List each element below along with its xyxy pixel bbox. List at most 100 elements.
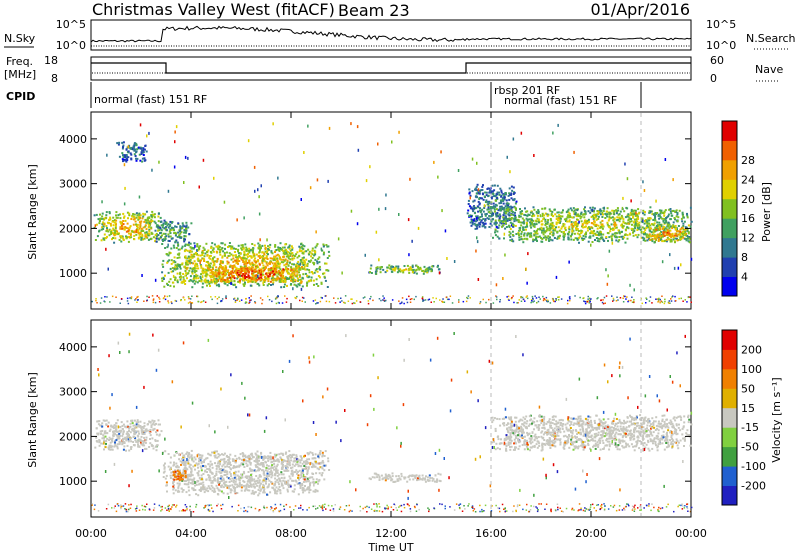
- cell-power-1: [261, 261, 264, 264]
- cell-power-1: [302, 256, 305, 259]
- cell-power-2: [220, 280, 223, 282]
- cell-power-7: [503, 237, 505, 240]
- cell-power-1: [320, 282, 323, 285]
- cell-power-2: [243, 275, 246, 278]
- cell-power-7: [529, 220, 532, 223]
- cell-power-4: [124, 156, 127, 159]
- cell-power-7: [521, 210, 523, 213]
- cell-power-4: [143, 157, 146, 160]
- cell-power-1: [224, 247, 226, 250]
- cell-velocity-0: [114, 444, 117, 447]
- cell-power-7: [521, 217, 524, 220]
- cell-power-6: [492, 206, 495, 209]
- nearrange-power: [382, 299, 384, 301]
- noise-power: [184, 155, 187, 159]
- cell-power-7: [529, 223, 532, 226]
- cell-power-7: [533, 238, 536, 241]
- nearrange-power: [617, 299, 619, 301]
- cell-power-0: [120, 240, 123, 243]
- cell-power-7: [621, 230, 623, 233]
- cell-power-2: [251, 272, 254, 275]
- cell-power-5: [419, 266, 422, 269]
- cell-power-6: [494, 199, 497, 202]
- cell-power-2: [271, 278, 274, 281]
- cell-velocity-1: [262, 470, 265, 473]
- cell-power-2: [264, 279, 267, 282]
- cell-power-7: [549, 236, 551, 239]
- cell-power-8: [650, 238, 653, 241]
- noise-power: [350, 209, 353, 213]
- cell-power-7: [616, 207, 619, 210]
- cell-power-2: [242, 267, 245, 270]
- cell-power-2: [239, 277, 242, 280]
- cell-velocity-0: [114, 439, 117, 442]
- cell-power-0: [102, 221, 105, 224]
- nearrange-power: [543, 297, 545, 300]
- cell-power-7: [614, 221, 617, 224]
- cell-power-7: [559, 215, 562, 218]
- ytick-label: 3000: [59, 178, 87, 191]
- cell-velocity-0: [140, 435, 143, 438]
- cell-power-7: [503, 208, 506, 211]
- cell-power-1: [185, 263, 188, 266]
- cell-power-1: [306, 274, 309, 277]
- cell-velocity-1: [308, 491, 311, 494]
- cell-power-5: [407, 269, 410, 272]
- cell-power-4: [118, 141, 121, 144]
- cell-power-2: [233, 277, 236, 280]
- cell-power-1: [298, 245, 301, 248]
- cell-power-1: [283, 259, 286, 262]
- cell-power-1: [313, 263, 315, 266]
- nearrange-power: [521, 296, 524, 299]
- cell-power-1: [261, 251, 264, 254]
- nearrange-power: [469, 297, 471, 299]
- nearrange-power: [154, 301, 157, 304]
- cell-power-7: [636, 214, 639, 217]
- cell-velocity-0: [142, 440, 145, 442]
- cell-velocity-1: [308, 458, 311, 461]
- nearrange-power: [221, 298, 224, 300]
- cell-velocity-1: [279, 456, 282, 459]
- cell-power-8: [662, 226, 665, 229]
- cell-power-0: [137, 230, 140, 233]
- cell-power-1: [291, 247, 294, 249]
- cell-power-7: [649, 224, 652, 227]
- nearrange-power: [276, 296, 278, 298]
- cell-power-0: [143, 213, 146, 216]
- nearrange-power: [626, 296, 628, 298]
- cell-power-7: [678, 209, 681, 212]
- cell-power-1: [248, 259, 251, 262]
- cell-power-7: [594, 232, 597, 235]
- cell-power-8: [686, 229, 689, 232]
- cell-power-7: [580, 232, 583, 235]
- cell-power-7: [502, 218, 505, 221]
- cell-power-1: [181, 280, 184, 283]
- cell-power-8: [673, 234, 676, 237]
- cell-power-7: [625, 206, 628, 209]
- cell-velocity-1: [229, 464, 232, 466]
- nearrange-power: [367, 300, 370, 302]
- cell-power-3: [179, 225, 182, 228]
- cell-velocity-0: [125, 449, 127, 452]
- cell-power-7: [552, 232, 555, 235]
- cell-power-8: [685, 234, 688, 237]
- cell-velocity-0: [133, 419, 136, 422]
- cell-velocity-1: [217, 480, 219, 483]
- noise-power: [292, 287, 294, 291]
- cell-power-7: [683, 237, 686, 240]
- cell-power-8: [684, 228, 687, 231]
- cell-velocity-0: [143, 422, 146, 425]
- cell-power-1: [215, 284, 218, 287]
- cell-power-0: [114, 227, 117, 229]
- cell-power-7: [641, 236, 644, 239]
- cell-power-7: [675, 238, 678, 240]
- cell-power-7: [503, 219, 506, 222]
- cell-power-7: [541, 212, 544, 215]
- cell-power-1: [202, 269, 205, 272]
- cell-power-7: [528, 214, 531, 216]
- cell-power-1: [290, 283, 293, 285]
- cell-power-1: [163, 285, 166, 288]
- cell-power-7: [627, 219, 630, 222]
- cell-power-2: [210, 281, 213, 284]
- cell-velocity-0: [153, 420, 156, 423]
